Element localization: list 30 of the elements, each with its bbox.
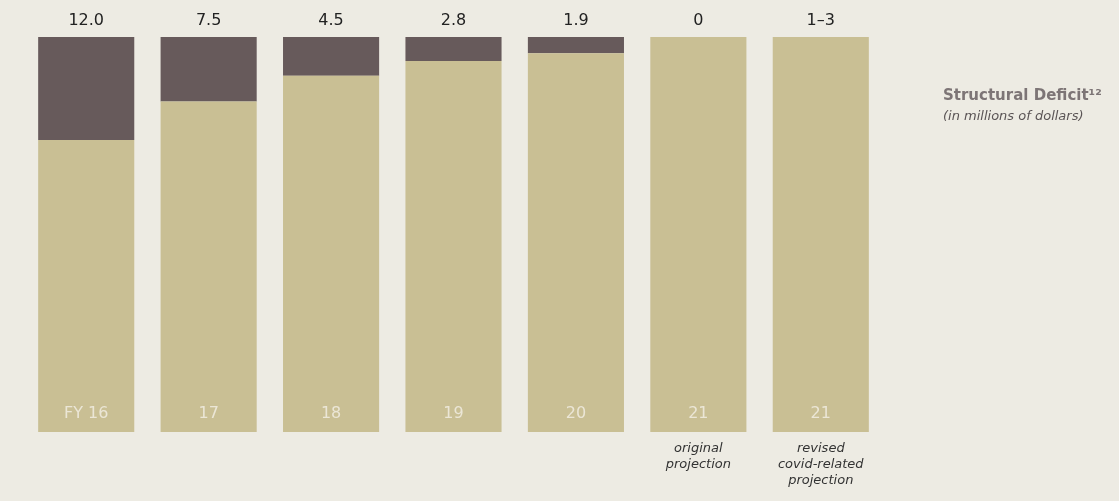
text: Structural Deficit¹² bbox=[943, 86, 1102, 104]
bar bbox=[405, 61, 502, 432]
text: 1–3 bbox=[806, 10, 835, 30]
bar bbox=[38, 37, 135, 141]
bar bbox=[160, 101, 257, 432]
x-tick-label: 21 bbox=[810, 403, 831, 422]
data-label: 7.5 bbox=[195, 10, 222, 30]
x-tick-label: 18 bbox=[320, 403, 342, 422]
data-label: 2.8 bbox=[440, 10, 467, 30]
data-label: 1.9 bbox=[563, 10, 589, 30]
text: revised covid-related projection bbox=[777, 439, 865, 487]
bar bbox=[283, 75, 380, 432]
x-tick-label: 19 bbox=[443, 403, 464, 422]
x-tick-label: FY 16 bbox=[64, 403, 109, 422]
x-tick-label: 17 bbox=[198, 403, 219, 422]
x-tick-label: 21 bbox=[688, 403, 709, 422]
data-label: 12.0 bbox=[68, 10, 105, 30]
bar bbox=[405, 37, 502, 62]
text: (in millions of dollars) bbox=[943, 108, 1084, 123]
bar bbox=[527, 53, 624, 432]
bar bbox=[650, 37, 747, 432]
bar bbox=[283, 37, 380, 76]
bar bbox=[38, 140, 135, 432]
text: original projection bbox=[664, 439, 731, 471]
x-tick-label: 20 bbox=[565, 403, 587, 422]
data-label: 0 bbox=[693, 10, 704, 30]
bar bbox=[527, 37, 624, 54]
bar bbox=[772, 37, 869, 432]
data-label: 4.5 bbox=[318, 10, 344, 30]
bar bbox=[160, 37, 257, 102]
